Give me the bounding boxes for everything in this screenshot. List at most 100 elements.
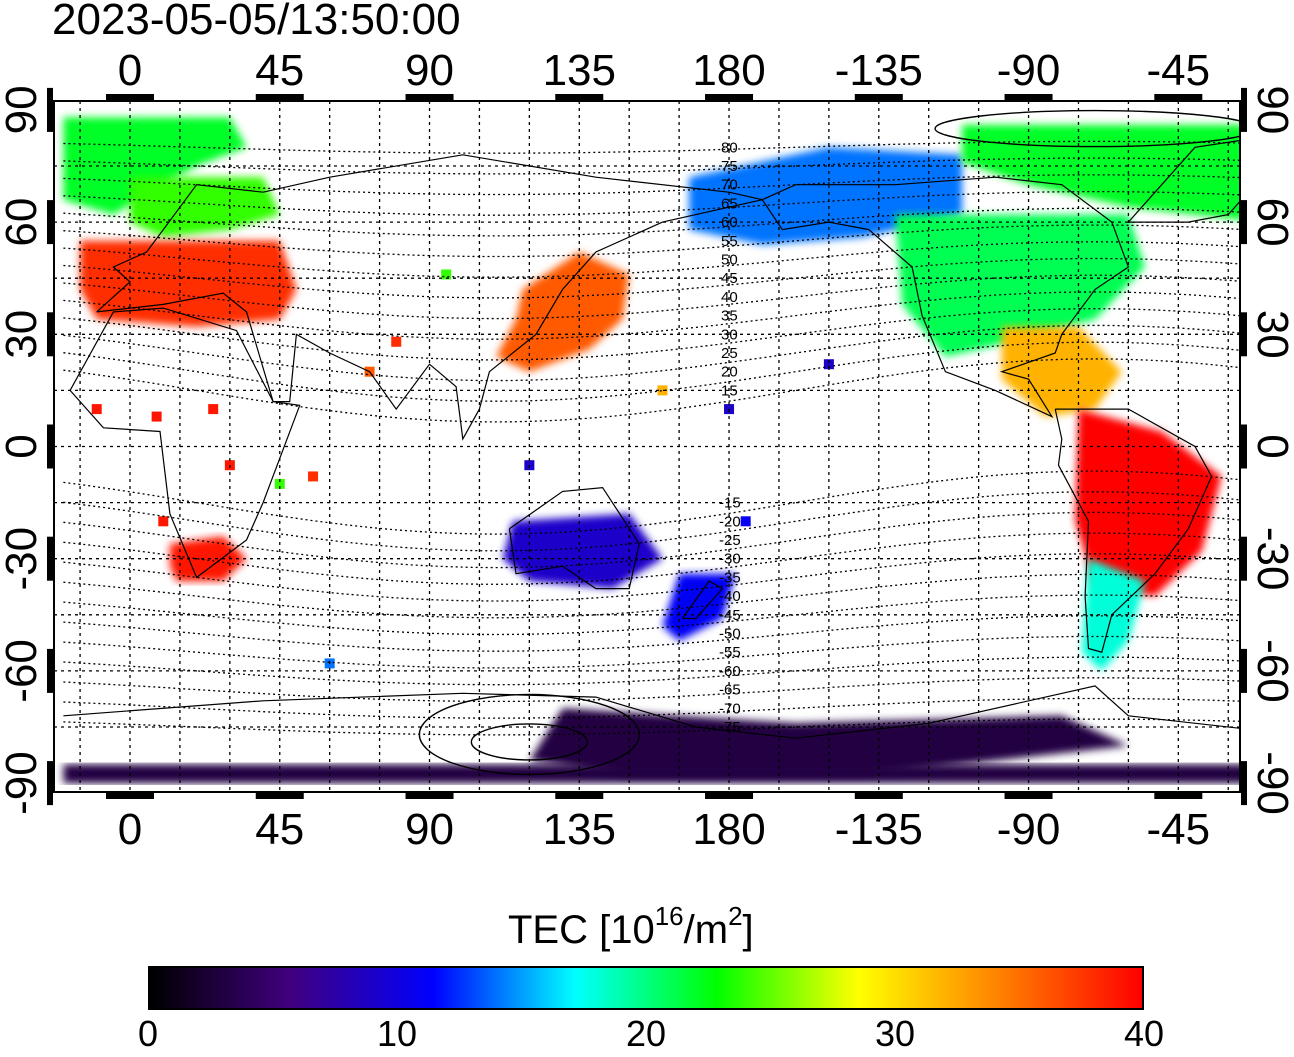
right-lat-tick: [1241, 761, 1247, 806]
contour-label--65: -65: [719, 682, 741, 699]
mlat-contour-19: [63, 573, 1240, 619]
bottom-lon-label: 180: [692, 805, 765, 854]
contour-label--75: -75: [719, 719, 741, 736]
bottom-lon-label: 45: [255, 805, 304, 854]
mlat-contour-21: [63, 615, 1240, 652]
axis-ticks: [47, 87, 1247, 806]
contour-label-35: 35: [721, 308, 738, 325]
bottom-lon-label: 90: [405, 805, 454, 854]
right-lat-label: 90: [1248, 85, 1294, 134]
mlat-contour-16: [63, 511, 1240, 569]
bottom-lon-tick: [405, 793, 454, 799]
tec-station-6: [274, 478, 285, 489]
left-lat-tick: [47, 200, 53, 245]
contour-label--45: -45: [719, 607, 741, 624]
magnetic-latitude-contours: [63, 109, 1240, 776]
colorbar-tick-40: 40: [1123, 1013, 1165, 1054]
bottom-lon-label: 0: [118, 805, 142, 854]
tec-blob-2: [80, 240, 297, 327]
right-lat-label: 0: [1248, 434, 1294, 458]
north-pole-contour: [934, 109, 1240, 148]
bottom-lon-tick: [1154, 793, 1203, 799]
mlat-contour-8: [63, 274, 1240, 320]
bottom-lon-label: 135: [543, 805, 616, 854]
mlat-contour-14: [63, 470, 1240, 535]
right-lat-tick: [1241, 312, 1247, 357]
tec-station-4: [441, 269, 452, 280]
tec-blob-10: [1001, 326, 1122, 417]
top-lon-label: 45: [255, 46, 304, 95]
contour-label-30: 30: [721, 326, 738, 343]
contour-label-75: 75: [721, 158, 738, 175]
left-lat-tick: [47, 312, 53, 357]
colorbar-tick-10: 10: [376, 1013, 418, 1054]
left-lat-tick: [47, 536, 53, 581]
bottom-lon-tick: [705, 793, 754, 799]
tec-station-0: [151, 411, 162, 422]
contour-label--55: -55: [719, 644, 741, 661]
mlat-contour-11: [63, 324, 1240, 382]
contour-label-80: 80: [721, 139, 738, 156]
top-lon-tick: [705, 94, 754, 100]
right-lat-label: -90: [1248, 751, 1294, 815]
contour-label-65: 65: [721, 195, 738, 212]
top-lon-tick: [1004, 94, 1053, 100]
mlat-contour-20: [63, 594, 1240, 636]
tec-blob-7: [689, 147, 962, 245]
coastline-1: [96, 154, 763, 441]
bottom-lon-tick: [255, 793, 304, 799]
coastline-2: [508, 486, 640, 590]
left-lat-label: -30: [0, 527, 46, 591]
mlat-contour-10: [63, 308, 1240, 361]
tec-station-1: [208, 404, 219, 415]
bottom-lon-label: -45: [1147, 805, 1211, 854]
mlat-contour-15: [63, 491, 1240, 552]
contour-label-60: 60: [721, 214, 738, 231]
contour-label-45: 45: [721, 270, 738, 287]
mlat-contour-3: [63, 190, 1240, 216]
coastlines: [63, 139, 1240, 739]
left-lat-tick: [47, 424, 53, 469]
bottom-lon-label: -90: [997, 805, 1061, 854]
top-lon-label: 180: [692, 46, 765, 95]
left-lat-tick: [47, 761, 53, 806]
tec-map: 8075706560555045403530252015-15-20-25-30…: [0, 46, 1294, 854]
coastline-6: [1127, 139, 1240, 223]
bottom-lon-tick: [1004, 793, 1053, 799]
colorbar-tick-20: 20: [625, 1013, 667, 1054]
top-lon-label: 135: [543, 46, 616, 95]
contour-label-20: 20: [721, 364, 738, 381]
top-lon-label: -135: [835, 46, 923, 95]
tec-blob-6: [662, 573, 736, 641]
tec-station-5: [308, 471, 319, 482]
tec-station-3: [391, 336, 402, 347]
coastline-5: [1054, 408, 1213, 653]
contour-label-40: 40: [721, 289, 738, 306]
right-lat-tick: [1241, 200, 1247, 245]
colorbar-title: TEC [1016/m2]: [508, 901, 754, 952]
contour-label--50: -50: [719, 626, 741, 643]
mlat-contour-22: [63, 635, 1240, 669]
mlat-contour-23: [63, 656, 1240, 686]
map-title: 2023-05-05/13:50:00: [52, 0, 461, 44]
contour-label-25: 25: [721, 345, 738, 362]
top-lon-label: -45: [1147, 46, 1211, 95]
tec-data-layer: [63, 117, 1240, 784]
tec-blob-9: [895, 214, 1145, 357]
contour-label--40: -40: [719, 588, 741, 605]
top-lon-tick: [854, 94, 903, 100]
right-lat-label: -30: [1248, 527, 1294, 591]
mlat-contour-6: [63, 241, 1240, 278]
right-lat-tick: [1241, 648, 1247, 693]
right-lat-label: 30: [1248, 310, 1294, 359]
contour-label--30: -30: [719, 551, 741, 568]
right-lat-label: -60: [1248, 639, 1294, 703]
tec-station-14: [91, 404, 102, 415]
bottom-lon-tick: [106, 793, 154, 799]
colorbar: [148, 966, 1144, 1010]
contour-label-50: 50: [721, 252, 738, 269]
left-lat-label: 60: [0, 198, 46, 247]
tec-blob-8: [962, 124, 1240, 220]
left-lat-label: 30: [0, 310, 46, 359]
coastline-7: [63, 685, 1240, 739]
